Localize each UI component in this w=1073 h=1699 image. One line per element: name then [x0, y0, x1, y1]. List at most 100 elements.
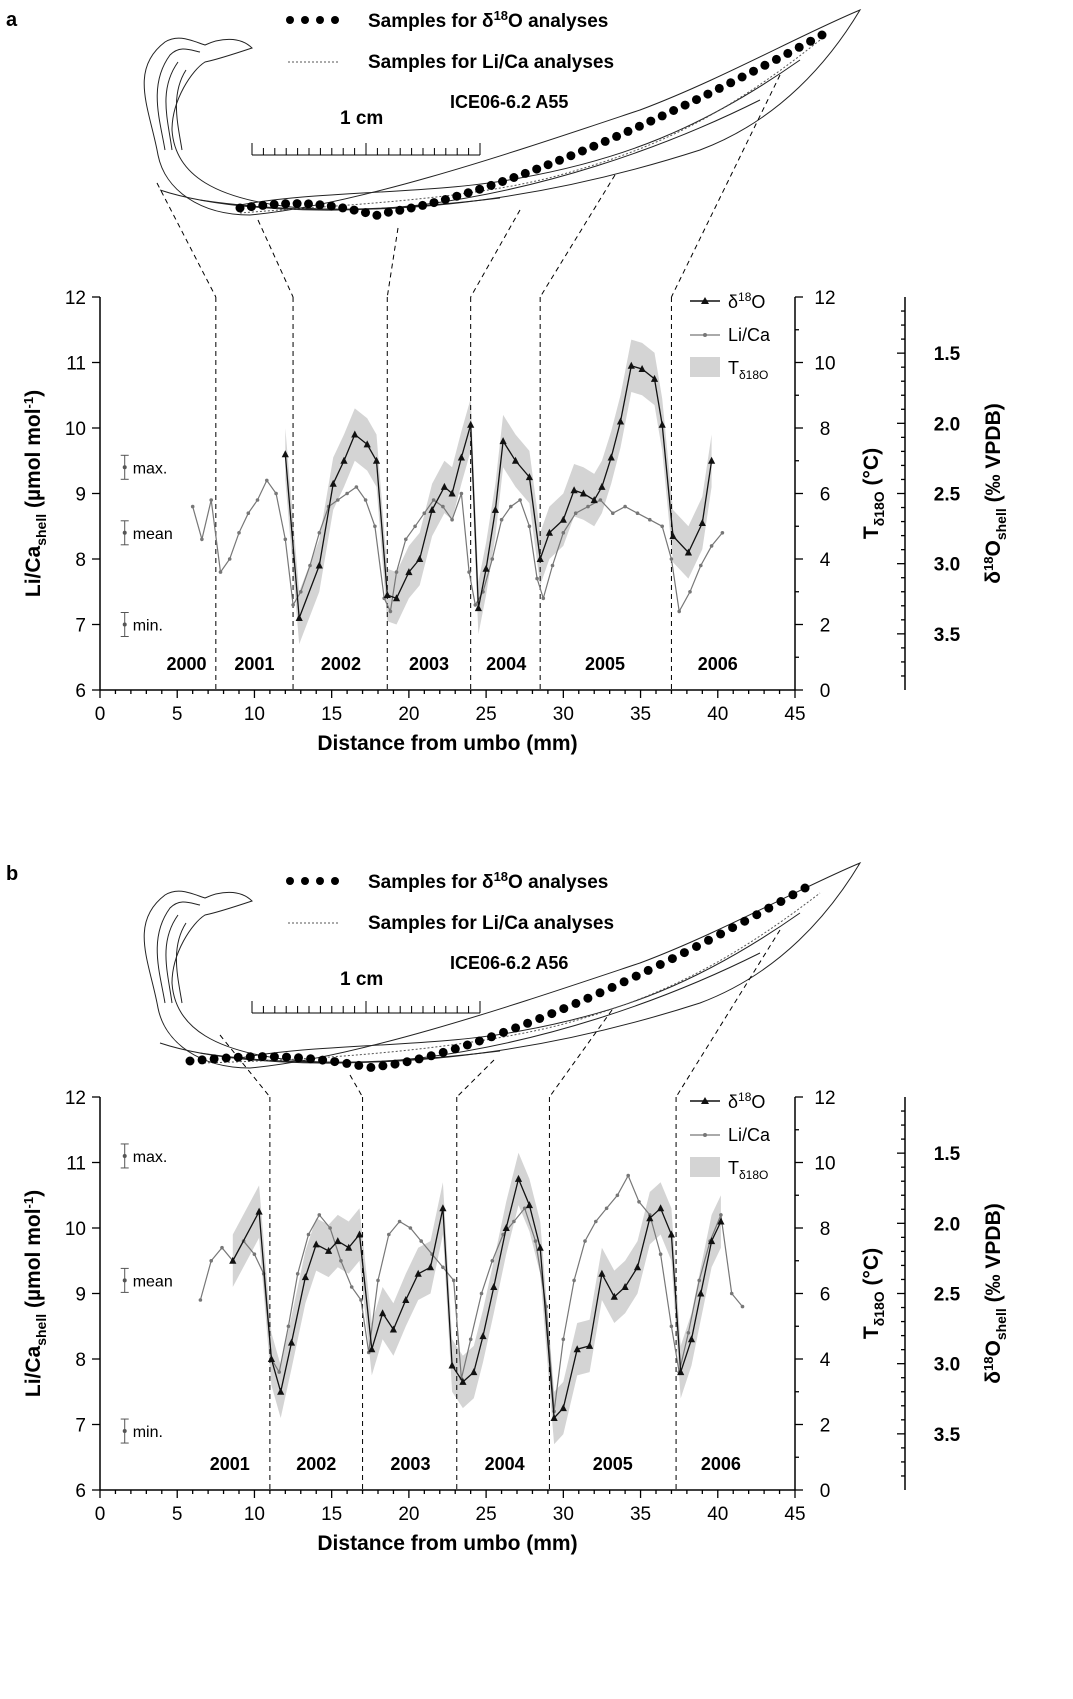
- o18-point: [621, 1283, 629, 1290]
- o18-sample-dot: [258, 200, 268, 210]
- o18-sample-dot: [402, 1057, 412, 1067]
- lica-point: [220, 1245, 224, 1250]
- o18-point: [514, 1174, 523, 1182]
- o18-point: [389, 1325, 397, 1333]
- year-guide-line: [675, 929, 781, 1098]
- o18-sample-dot: [281, 199, 291, 209]
- o18-point: [457, 453, 465, 461]
- o18-point: [363, 440, 371, 448]
- o18-point: [502, 1224, 510, 1231]
- d18o-tick-label: 2.0: [934, 414, 960, 435]
- o18-sample-dot: [559, 1004, 569, 1014]
- o18-sample-dot: [623, 126, 633, 136]
- x-tick-label: 10: [244, 704, 265, 725]
- lica-point: [349, 1285, 354, 1289]
- legend-lica-marker: [703, 333, 707, 337]
- o18-sample-dot: [703, 89, 713, 99]
- lica-point: [459, 491, 464, 496]
- o18-sample-dot: [726, 78, 736, 88]
- y-axis-label-lica: Li/Cashell (µmol mol-1): [21, 1190, 49, 1397]
- lica-point: [660, 524, 664, 529]
- o18-point: [559, 1404, 567, 1412]
- d18o-tick-label: 1.5: [934, 1144, 961, 1165]
- panel-letter: b: [6, 863, 18, 885]
- o18-sample-dot: [366, 1062, 376, 1072]
- o18-point: [677, 1368, 685, 1376]
- o18-sample-dot: [607, 982, 617, 992]
- lica-point: [419, 1239, 424, 1243]
- o18-sample-dots: [185, 883, 810, 1072]
- o18-sample-dot: [475, 184, 485, 194]
- legend-dots-marker: [286, 16, 339, 24]
- legend-o18-samples: Samples for δ18O analyses: [368, 869, 608, 893]
- x-tick-label: 25: [476, 704, 497, 725]
- o18-point: [482, 564, 490, 572]
- lica-point: [535, 576, 539, 581]
- o18-sample-dot: [566, 151, 576, 161]
- lica-point: [317, 1213, 322, 1217]
- x-tick-label: 45: [784, 704, 805, 725]
- lica-point: [509, 504, 513, 509]
- o18-point: [573, 1345, 581, 1353]
- o18-sample-dot: [771, 54, 781, 64]
- stat-point: [122, 530, 127, 535]
- o18-point: [525, 1201, 533, 1209]
- year-boundaries: [269, 1097, 677, 1490]
- o18-point: [684, 548, 692, 556]
- o18-sample-dot: [612, 131, 622, 141]
- year-label: 2005: [593, 1454, 633, 1474]
- o18-sample-dot: [390, 1059, 400, 1069]
- legend-dots-marker: [286, 877, 339, 885]
- o18-sample-dot: [414, 1054, 424, 1064]
- lica-line: [192, 479, 723, 614]
- lica-point: [473, 603, 478, 607]
- lica-point: [499, 517, 504, 522]
- temp-tick-label: 10: [814, 354, 835, 375]
- lica-point: [490, 1259, 495, 1263]
- o18-sample-dot: [429, 198, 439, 208]
- o18-sample-dot: [520, 168, 530, 178]
- lica-point: [467, 570, 471, 574]
- o18-point: [428, 505, 436, 513]
- temp-tick-label: 8: [820, 1219, 831, 1240]
- o18-point: [368, 1345, 376, 1353]
- lica-point: [397, 1219, 402, 1224]
- o18-sample-dot: [589, 141, 599, 151]
- lica-point: [339, 1259, 343, 1263]
- lica-point: [541, 596, 546, 601]
- o18-point: [607, 453, 615, 461]
- o18-line: [284, 364, 713, 619]
- temp-tick-label: 4: [820, 1350, 831, 1371]
- o18-sample-dot: [318, 1055, 328, 1065]
- o18-point: [416, 555, 424, 562]
- o18-point: [229, 1256, 237, 1264]
- o18-sample-dot: [543, 160, 553, 170]
- year-label: 2000: [166, 654, 206, 674]
- legend-temp-swatch: [690, 1157, 720, 1177]
- lica-point: [218, 570, 223, 574]
- shell-legend: Samples for δ18O analyses Samples for Li…: [286, 8, 614, 112]
- o18-point: [646, 1214, 654, 1222]
- year-guide-lines: [219, 929, 781, 1098]
- o18-sample-dot: [509, 173, 519, 182]
- year-label: 2002: [321, 654, 361, 674]
- x-tick-label: 0: [95, 1504, 106, 1525]
- lica-point: [479, 1291, 484, 1296]
- lica-point: [255, 498, 260, 502]
- o18-point: [287, 1338, 296, 1346]
- legend-lica-label: Li/Ca: [728, 325, 771, 345]
- o18-point: [392, 594, 401, 602]
- year-guide-line: [386, 227, 399, 298]
- legend-lica-samples: Samples for Li/Ca analyses: [368, 913, 614, 934]
- lica-point: [740, 1304, 745, 1309]
- legend-lica-samples: Samples for Li/Ca analyses: [368, 52, 614, 73]
- legend-temp-label: Tδ18O: [728, 1158, 768, 1182]
- o18-sample-dot: [571, 998, 581, 1008]
- y-axis-label-d18o: δ18Oshell (‰ VPDB): [981, 403, 1009, 583]
- lica-point: [490, 557, 495, 561]
- y-tick-label: 10: [65, 419, 86, 440]
- legend-temp-label: Tδ18O: [728, 358, 768, 382]
- lica-point: [308, 563, 312, 568]
- temp-tick-label: 6: [820, 485, 831, 506]
- o18-sample-dot: [646, 116, 656, 126]
